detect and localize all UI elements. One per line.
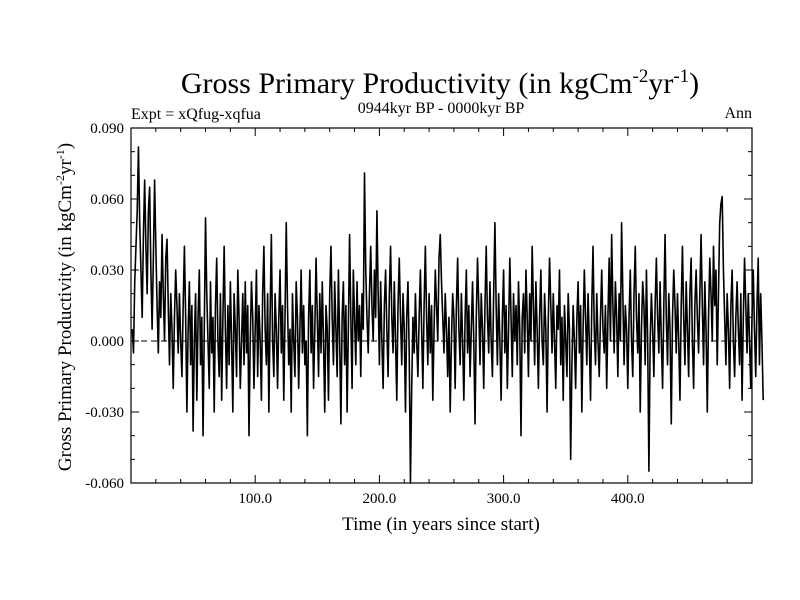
y-tick-label: 0.060 (90, 192, 124, 208)
y-tick-label: -0.060 (85, 476, 124, 492)
time-range-label: 0944kyr BP - 0000kyr BP (358, 100, 525, 117)
x-tick-label: 200.0 (363, 491, 397, 507)
y-tick-label: 0.030 (90, 263, 124, 279)
plot-layer: 100.0 200.0 300.0 400.0 -0.060 -0.030 0.000 0.0… (85, 121, 764, 507)
series-line-0 (131, 146, 764, 484)
y-axis-label: Gross Primary Productivity (in kgCm-2yr-… (53, 143, 76, 471)
season-label: Ann (724, 105, 752, 122)
x-tick-label: 400.0 (611, 491, 645, 507)
x-tick-label: 100.0 (238, 491, 272, 507)
y-tick-label: 0.090 (90, 121, 124, 137)
experiment-label: Expt = xQfug-xqfua (131, 106, 261, 123)
y-tick-label: 0.000 (90, 334, 124, 350)
x-tick-label: 300.0 (487, 491, 521, 507)
plot-frame (130, 127, 753, 484)
y-tick-label: -0.030 (85, 405, 124, 421)
x-axis-label: Time (in years since start) (342, 514, 540, 535)
chart-title: Gross Primary Productivity (in kgCm-2yr-… (181, 66, 699, 100)
